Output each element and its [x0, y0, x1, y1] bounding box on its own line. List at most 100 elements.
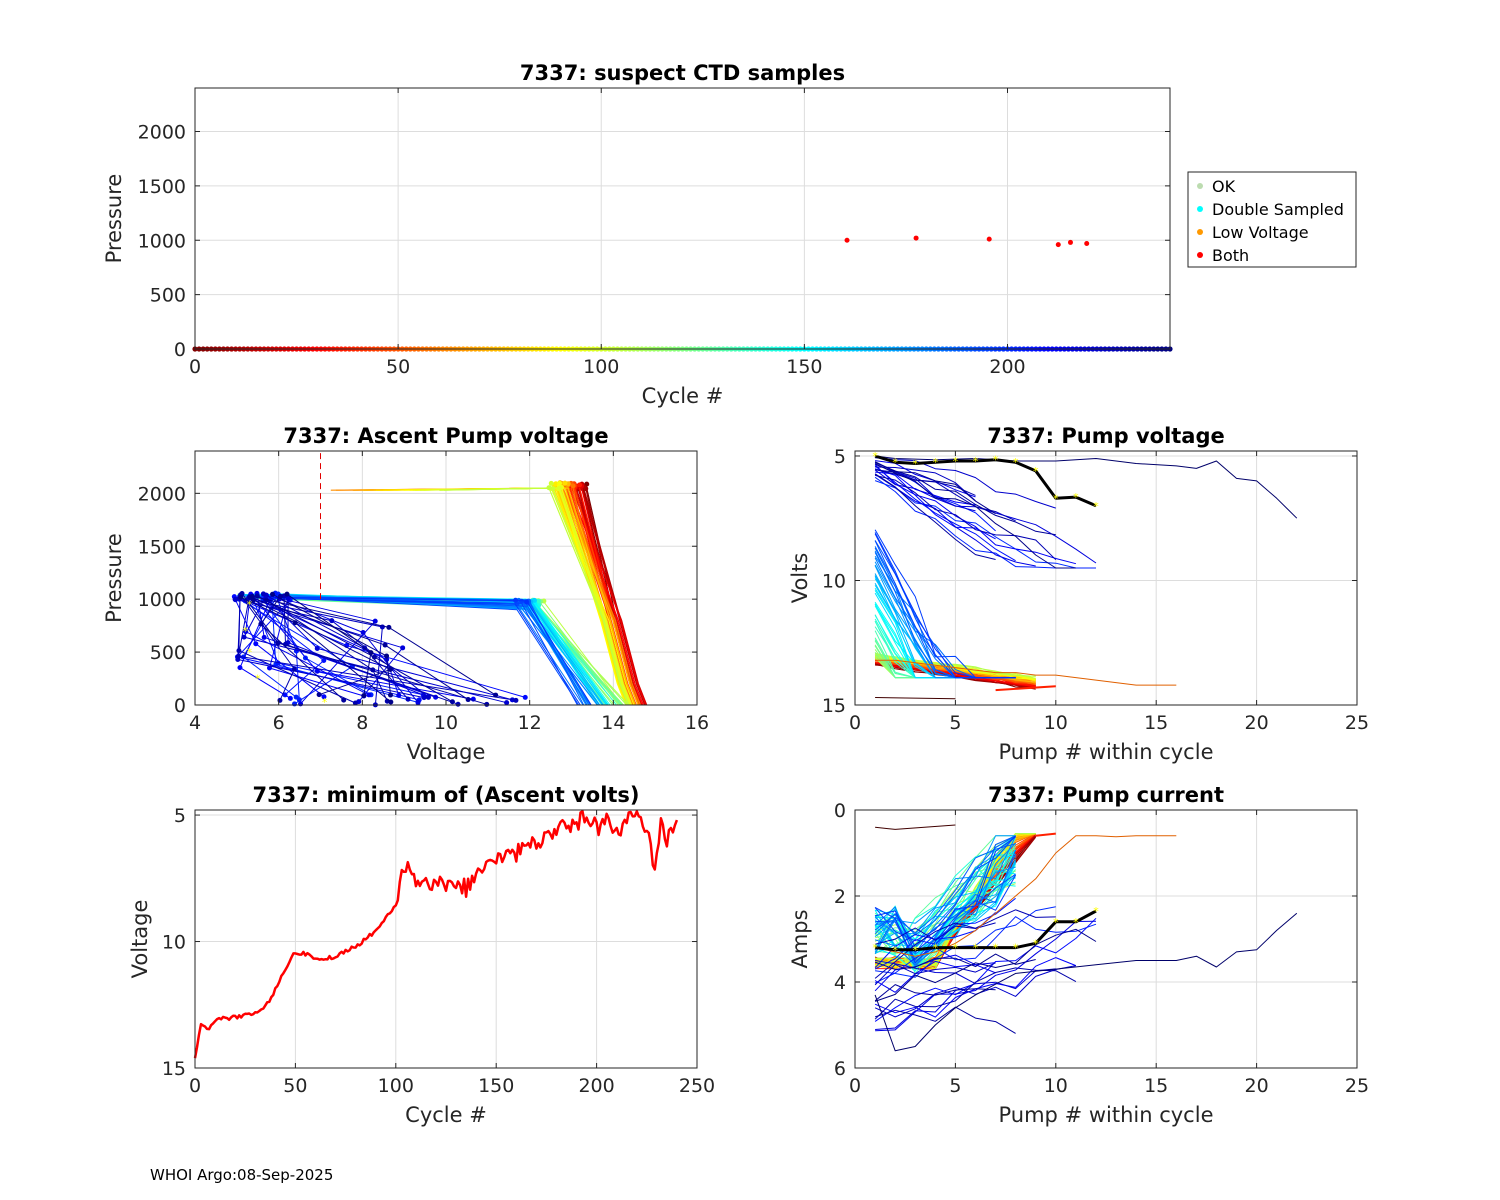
- legend-low-voltage-marker: [1197, 229, 1203, 235]
- profile-point: [519, 598, 525, 604]
- pump-current-line: [874, 917, 1097, 1022]
- pump-voltage-line: [874, 468, 996, 540]
- y-tick-label: 1500: [138, 536, 186, 558]
- profile-point: [570, 483, 576, 489]
- profile-point: [261, 634, 267, 640]
- highlight-marker: *: [1093, 500, 1099, 513]
- y-axis-label: Volts: [788, 553, 812, 604]
- profile-point: [577, 482, 583, 488]
- profile-line: [573, 487, 643, 706]
- footer-label: WHOI Argo:08-Sep-2025: [150, 1166, 334, 1184]
- profile-point: [387, 667, 393, 673]
- y-tick-label: 0: [834, 800, 846, 822]
- y-axis-label: Pressure: [102, 174, 126, 264]
- profile-point: [269, 591, 275, 597]
- x-tick-label: 0: [189, 356, 201, 378]
- profile-point: [493, 692, 499, 698]
- pump-current-line: [874, 954, 996, 992]
- profile-point: [557, 480, 563, 486]
- highlight-marker: *: [1053, 916, 1059, 929]
- highlight-marker: *: [933, 942, 939, 955]
- profile-point: [371, 654, 377, 660]
- profile-point: [298, 701, 304, 707]
- profile-point: [243, 629, 249, 635]
- highlight-marker: *: [247, 598, 253, 611]
- y-tick-label: 500: [150, 285, 186, 307]
- axes-box: [854, 809, 1358, 1069]
- pump-voltage-chart: * * * * * * * * * * * * 0 5 10 15 20 25 5 10 15 7337: Pump vo…: [788, 424, 1369, 764]
- x-tick-label: 0: [849, 1075, 861, 1097]
- pump-voltage-line: [875, 460, 976, 498]
- profile-point: [548, 480, 554, 486]
- x-tick-label: 10: [1044, 1075, 1068, 1097]
- highlight-marker: *: [1013, 456, 1019, 469]
- pump-voltage-line: [875, 659, 1177, 686]
- profile-point: [557, 485, 563, 491]
- profile-point: [237, 665, 243, 671]
- suspect-legend: OK Double Sampled Low Voltage Both: [1187, 171, 1357, 268]
- x-axis-label: Cycle #: [405, 1103, 487, 1127]
- y-tick-label: 0: [174, 339, 186, 361]
- legend-both-label: Both: [1212, 246, 1249, 265]
- profile-point: [360, 630, 366, 636]
- pump-voltage-line: [874, 474, 1057, 561]
- y-tick-label: 10: [822, 570, 846, 592]
- highlight-marker: *: [1073, 491, 1079, 504]
- profile-point: [275, 640, 281, 646]
- pump-voltage-line: [995, 685, 1056, 692]
- legend-low-voltage-label: Low Voltage: [1212, 223, 1309, 242]
- pump-current-line: [874, 953, 1036, 970]
- x-tick-label: 50: [283, 1075, 307, 1097]
- profile-point: [513, 697, 519, 703]
- chart-title: 7337: Ascent Pump voltage: [283, 424, 608, 448]
- both-point: [1084, 241, 1090, 247]
- profile-point: [258, 621, 264, 627]
- pump-current-line: [874, 836, 1016, 953]
- profile-point: [546, 485, 552, 491]
- both-point: [1067, 239, 1073, 245]
- axes-box: [194, 809, 698, 1069]
- x-tick-label: 20: [1245, 712, 1269, 734]
- pump-voltage-line: [875, 697, 956, 700]
- highlight-marker: *: [973, 455, 979, 468]
- x-tick-label: 4: [189, 712, 201, 734]
- highlight-marker: *: [973, 942, 979, 955]
- profile-line: [256, 595, 580, 706]
- y-tick-label: 5: [174, 805, 186, 827]
- profile-point: [238, 594, 244, 600]
- pump-voltage-line: [874, 469, 976, 496]
- pump-voltage-line: [875, 466, 976, 502]
- x-tick-label: 150: [786, 356, 822, 378]
- x-tick-label: 100: [378, 1075, 414, 1097]
- profile-point: [285, 595, 291, 601]
- highlight-marker: *: [1053, 492, 1059, 505]
- y-tick-label: 15: [822, 695, 846, 717]
- pump-voltage-line: [875, 469, 1016, 522]
- highlight-marker: *: [1093, 905, 1099, 918]
- profile-point: [396, 692, 402, 698]
- y-tick-label: 1000: [138, 230, 186, 252]
- profile-point: [239, 590, 245, 596]
- profile-point: [260, 591, 266, 597]
- legend-ok-label: OK: [1212, 177, 1236, 196]
- pump-voltage-line: [874, 462, 1056, 536]
- highlighted-cycle-line: [874, 454, 1097, 508]
- both-point: [913, 235, 919, 241]
- pump-current-line: [874, 962, 996, 986]
- highlight-marker: *: [247, 646, 253, 659]
- pump-voltage-line: [874, 464, 1077, 565]
- profile-point: [382, 642, 388, 648]
- profile-point: [372, 618, 378, 624]
- x-axis-label: Voltage: [407, 740, 486, 764]
- profile-point: [361, 693, 367, 699]
- profile-point: [368, 650, 374, 656]
- pump-voltage-line: [874, 463, 976, 512]
- pump-voltage-line: [874, 533, 1016, 679]
- pump-voltage-line: [874, 463, 1076, 569]
- pump-current-line: [874, 984, 996, 1002]
- axes-frame: 0 5 10 15 20 25 5 10 15 7337: Pump voltage Pump # …: [788, 424, 1369, 764]
- pump-current-chart: * * * * * * * * * * * * 0 5 10 15 20 25 0 2 4 6 7337: Pump cur…: [788, 783, 1369, 1127]
- profile-line: [566, 487, 640, 706]
- x-tick-label: 50: [386, 356, 410, 378]
